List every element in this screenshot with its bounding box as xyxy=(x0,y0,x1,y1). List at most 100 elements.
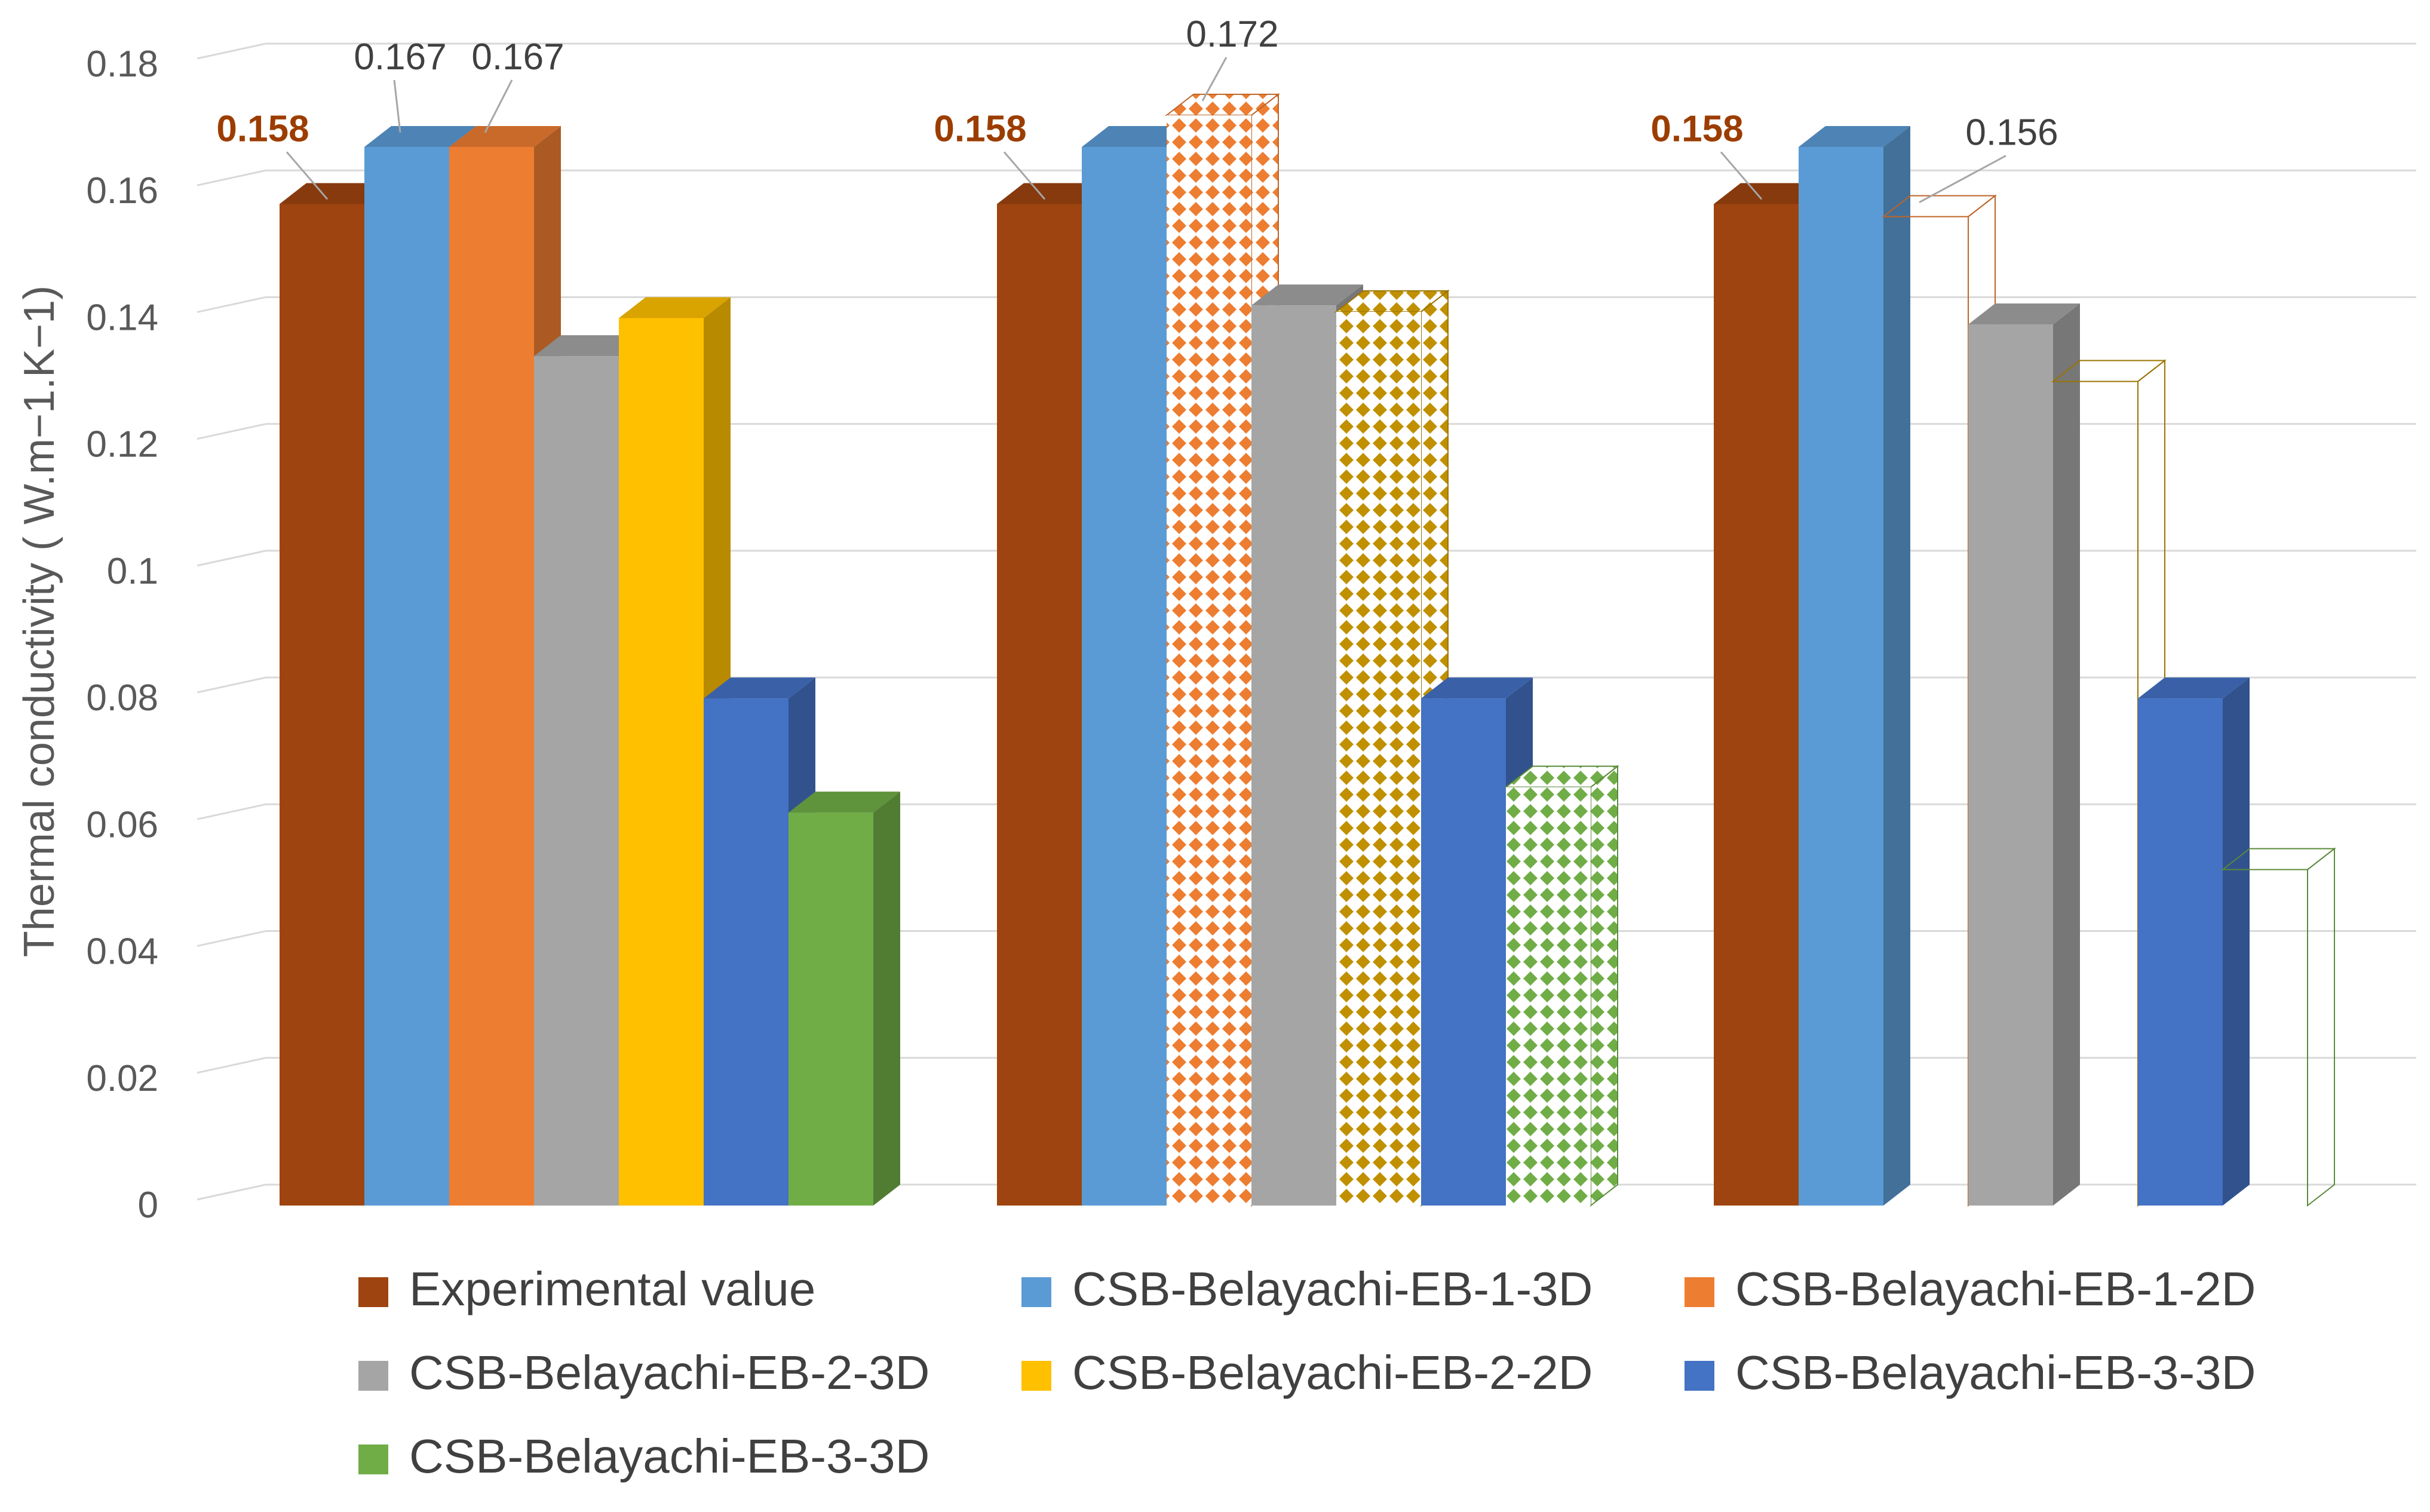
bar-side xyxy=(2307,847,2335,1207)
gridline-side xyxy=(197,676,266,694)
y-tick-label: 0.04 xyxy=(86,931,158,973)
y-tick-label: 0.02 xyxy=(86,1058,158,1099)
y-tick-label: 0 xyxy=(138,1185,158,1226)
gridline-side xyxy=(197,42,266,60)
bar-front xyxy=(997,204,1082,1206)
y-tick-label: 0.14 xyxy=(86,297,158,338)
gridline-side xyxy=(197,169,266,186)
legend-label: CSB-Belayachi-EB-1-2D xyxy=(1735,1262,2256,1315)
legend-entry: CSB-Belayachi-EB-2-2D xyxy=(1021,1346,1593,1399)
legend-entry: Experimental value xyxy=(358,1262,815,1315)
bar-front xyxy=(280,204,364,1206)
bar-top xyxy=(2221,848,2336,870)
legend-label: CSB-Belayachi-EB-3-3D xyxy=(409,1430,929,1483)
legend-label: CSB-Belayachi-EB-1-3D xyxy=(1072,1262,1593,1315)
y-axis-label: Thermal conductivity ( W.m−1.K−1) xyxy=(16,286,63,957)
bar-front xyxy=(1167,115,1251,1206)
y-tick-label: 0.16 xyxy=(86,170,158,211)
bar-front xyxy=(1968,324,2053,1206)
legend-entry: CSB-Belayachi-EB-1-2D xyxy=(1685,1262,2256,1315)
data-label: 0.158 xyxy=(216,108,309,149)
bar-top xyxy=(1421,677,1533,699)
bar-top xyxy=(2138,677,2250,699)
legend-entry: CSB-Belayachi-EB-2-3D xyxy=(358,1346,929,1399)
bar-front xyxy=(1082,146,1167,1206)
label-leader xyxy=(286,151,329,200)
legend-swatch xyxy=(358,1444,388,1474)
bar-top xyxy=(449,125,561,147)
legend-entry: CSB-Belayachi-EB-3-3D xyxy=(1685,1346,2256,1399)
bar-3-4 xyxy=(1968,303,2080,1206)
bar-top xyxy=(1882,195,1997,217)
legend-label: CSB-Belayachi-EB-2-2D xyxy=(1072,1346,1593,1399)
bar-top xyxy=(997,183,1109,204)
label-leader xyxy=(1201,57,1228,102)
bar-3-6 xyxy=(2138,677,2250,1206)
gridline-side xyxy=(197,1183,266,1201)
bar-front xyxy=(1714,204,1799,1206)
y-tick-label: 0.18 xyxy=(86,44,158,85)
bar-front xyxy=(1251,305,1336,1206)
gridline-side xyxy=(197,550,266,567)
bar-2-7 xyxy=(1504,765,1619,1207)
legend-swatch xyxy=(1021,1361,1051,1391)
data-label: 0.167 xyxy=(354,36,446,78)
legend-entry: CSB-Belayachi-EB-3-3D xyxy=(358,1430,929,1483)
bar-side xyxy=(873,792,900,1206)
legend-swatch xyxy=(358,1361,388,1391)
bar-top xyxy=(704,677,815,699)
label-leader xyxy=(1003,151,1046,200)
bar-front xyxy=(1799,146,1883,1206)
bar-front xyxy=(449,146,534,1206)
y-tick-label: 0.06 xyxy=(86,804,158,845)
bar-top xyxy=(1082,125,1193,147)
data-label: 0.156 xyxy=(1965,112,2058,154)
legend-swatch xyxy=(1685,1361,1714,1391)
bar-front xyxy=(1336,311,1421,1206)
bar-front xyxy=(1421,698,1506,1206)
bar-front xyxy=(364,146,449,1206)
legend-swatch xyxy=(358,1277,388,1307)
bar-front xyxy=(2138,698,2223,1206)
legend-label: Experimental value xyxy=(409,1262,815,1315)
bar-front xyxy=(619,318,704,1206)
bar-top xyxy=(2051,360,2167,382)
y-axis: 0 0.02 0.04 0.06 0.08 0.1 0.12 0.14 0.16 0.18 xyxy=(86,44,158,1226)
legend: Experimental value CSB-Belayachi-EB-1-3D C… xyxy=(358,1262,2256,1483)
bar-top xyxy=(1799,125,1910,147)
bar-top xyxy=(534,335,646,357)
bar-side xyxy=(1883,125,1910,1206)
legend-label: CSB-Belayachi-EB-3-3D xyxy=(1735,1346,2256,1399)
legend-entry: CSB-Belayachi-EB-1-3D xyxy=(1021,1262,1593,1315)
gridline-side xyxy=(197,423,266,440)
bar-front xyxy=(704,698,788,1206)
bar-3-7 xyxy=(2221,847,2336,1207)
bar-top xyxy=(788,792,900,813)
data-labels: 0.158 0.167 0.167 0.158 0.172 0.158 0.156 xyxy=(216,14,2058,203)
bar-top xyxy=(1714,183,1825,204)
bar-1-7 xyxy=(788,792,900,1206)
label-leader xyxy=(1720,151,1763,200)
bar-side xyxy=(2053,303,2080,1206)
data-label: 0.158 xyxy=(934,108,1026,149)
data-label: 0.167 xyxy=(471,36,564,78)
bar-top xyxy=(1968,303,2080,325)
label-leader xyxy=(393,79,401,133)
gridline-side xyxy=(197,803,266,820)
bar-top xyxy=(1334,290,1450,312)
legend-label: CSB-Belayachi-EB-2-3D xyxy=(409,1346,929,1399)
bar-front xyxy=(534,356,619,1206)
y-tick-label: 0.12 xyxy=(86,424,158,465)
bar-top xyxy=(364,125,476,147)
y-tick-label: 0.1 xyxy=(107,551,158,592)
label-leader xyxy=(484,79,513,133)
bar-3-2 xyxy=(1799,125,1910,1206)
y-tick-label: 0.08 xyxy=(86,677,158,719)
gridline-side xyxy=(197,1057,266,1074)
label-leader xyxy=(1919,155,2006,203)
bar-top xyxy=(619,297,731,318)
bar-side xyxy=(1590,765,1618,1207)
bar-front xyxy=(788,812,873,1206)
gridline-side xyxy=(197,296,266,313)
